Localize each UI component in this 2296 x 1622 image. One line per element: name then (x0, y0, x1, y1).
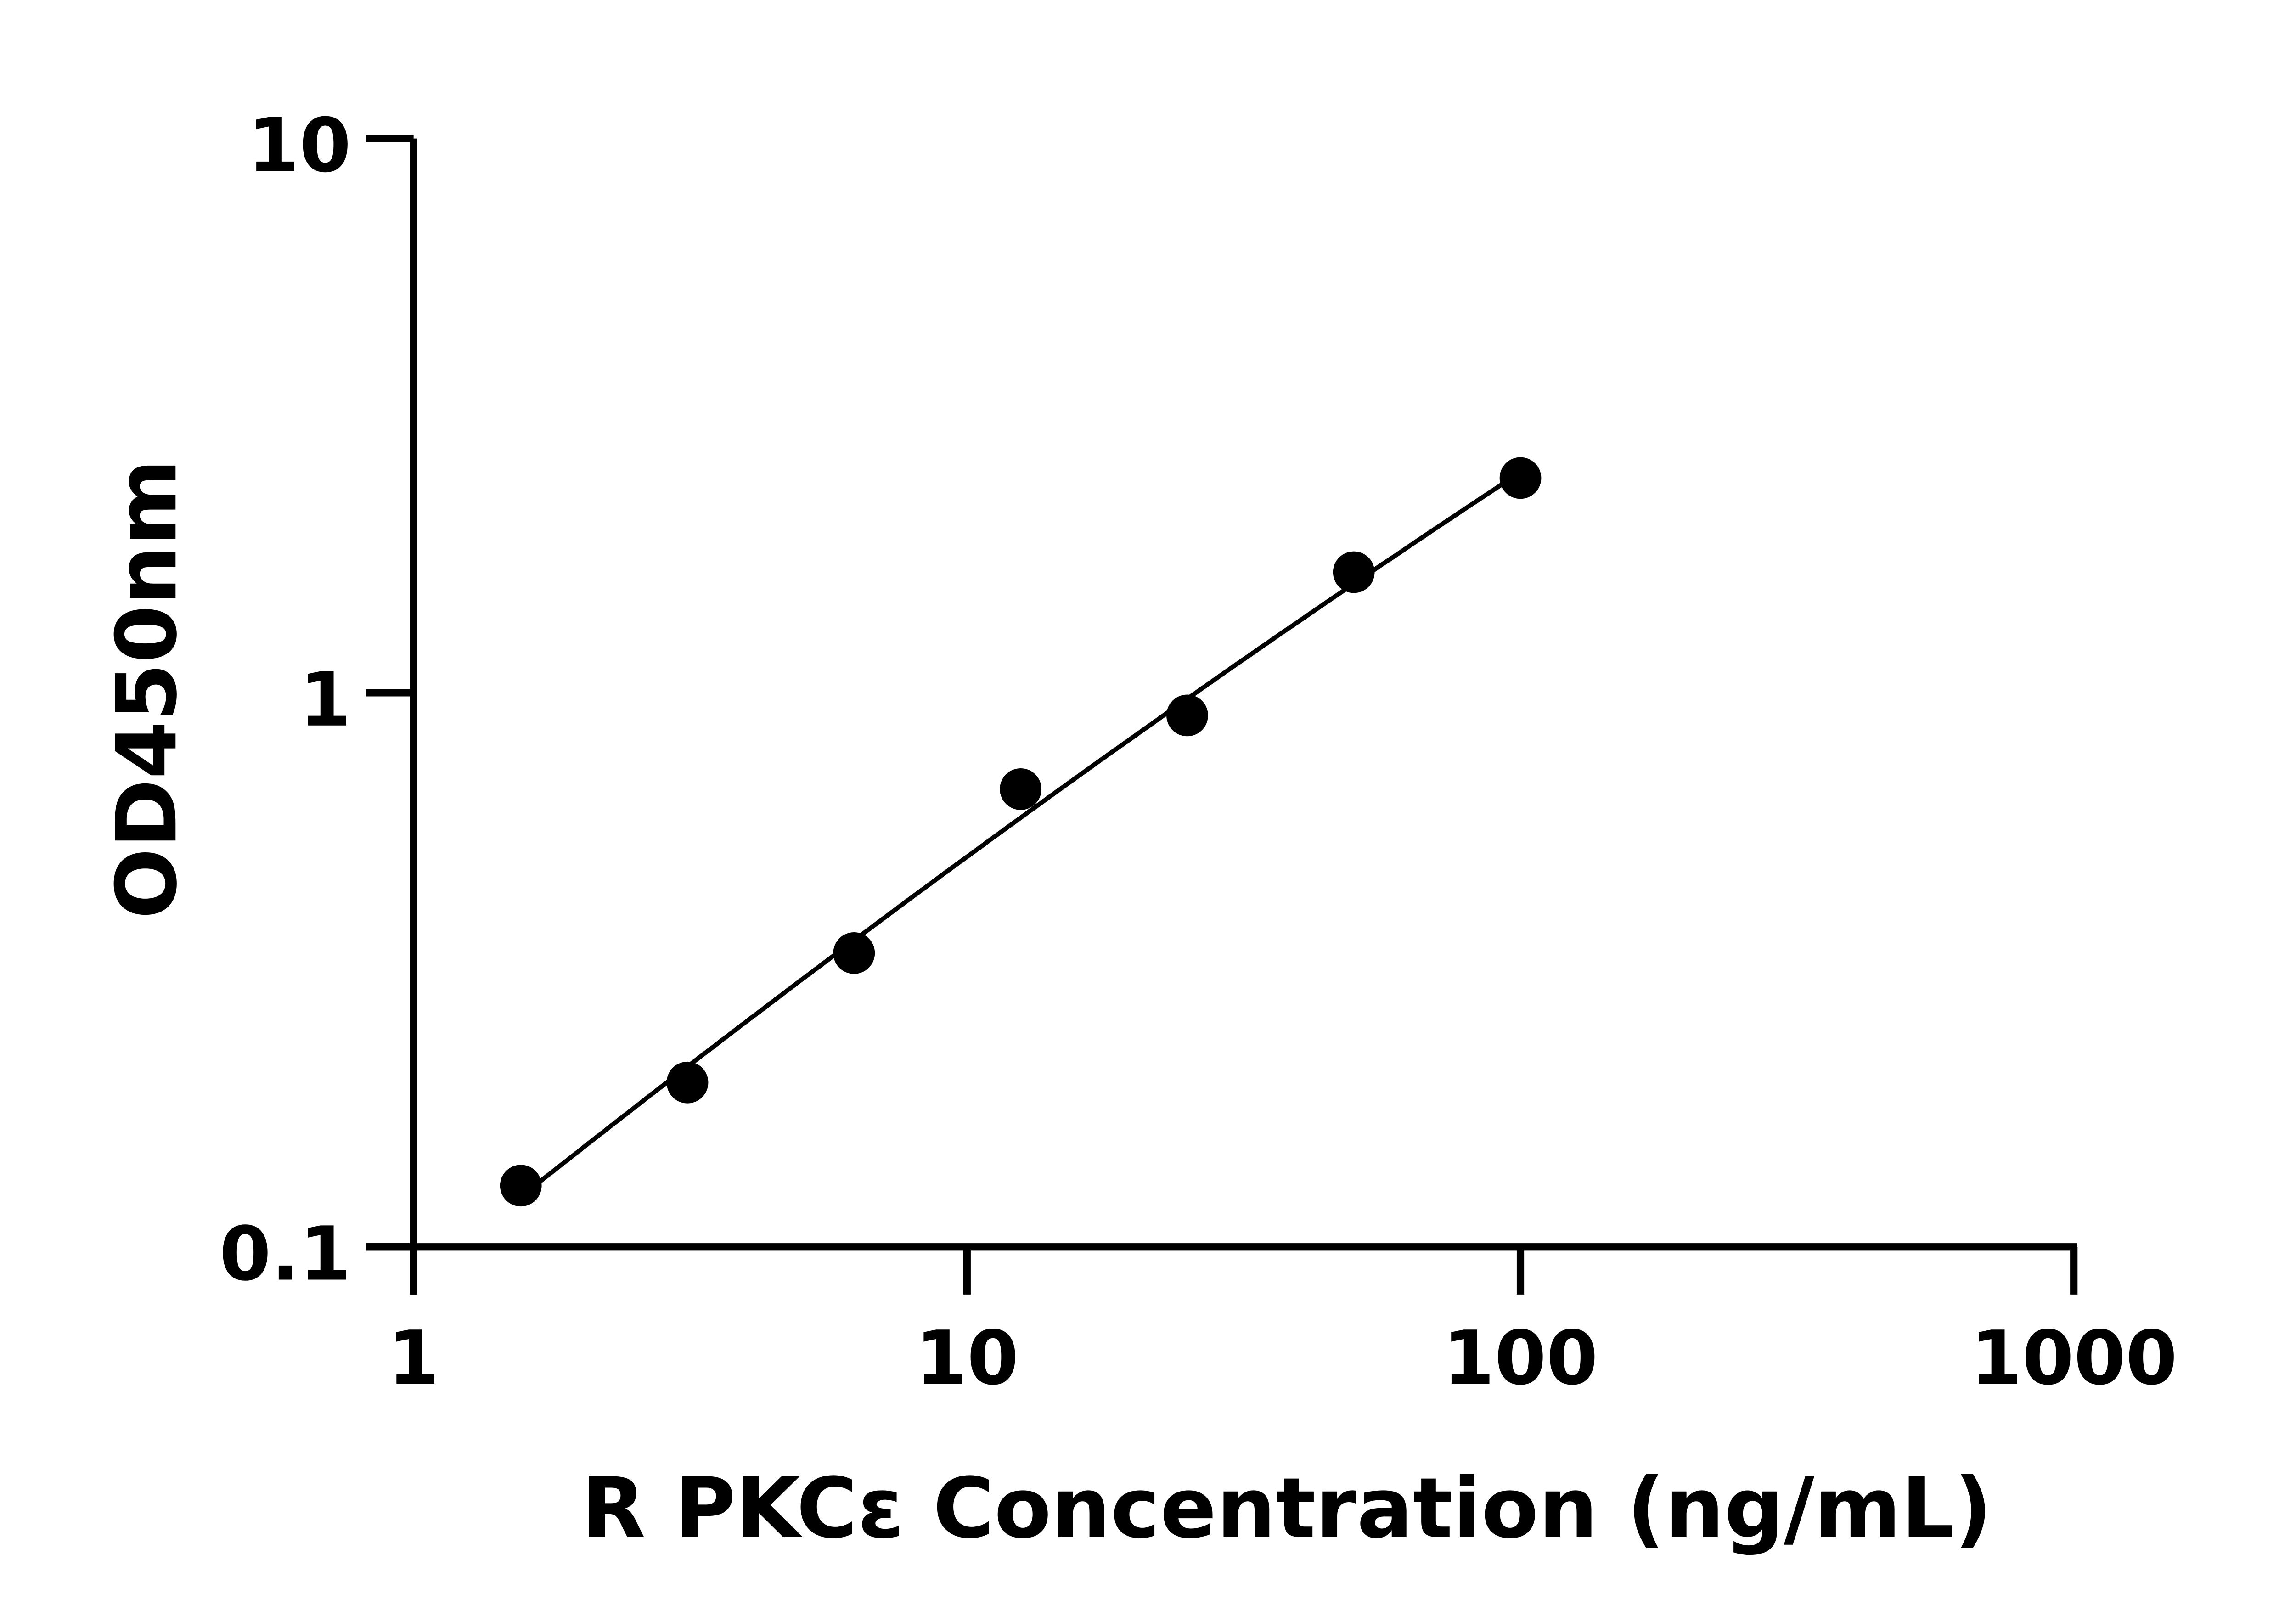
x-tick-label: 1000 (1970, 1315, 2178, 1402)
axes: 0.1 1 10 1 10 100 1000 (219, 103, 2178, 1402)
x-tick-label: 10 (915, 1315, 1019, 1402)
data-point (1000, 768, 1041, 810)
data-points (500, 457, 1542, 1207)
data-point (500, 1165, 542, 1207)
x-tick-label: 100 (1443, 1315, 1598, 1402)
y-axis-label: OD450nm (98, 459, 195, 919)
x-tick-label: 1 (388, 1315, 439, 1402)
y-tick-label: 0.1 (219, 1211, 351, 1298)
data-point (1166, 694, 1208, 737)
x-axis-label: R PKCε Concentration (ng/mL) (581, 1460, 1992, 1557)
data-point (833, 932, 875, 974)
data-point (1499, 457, 1542, 499)
y-tick-label: 10 (248, 103, 351, 189)
data-point (1333, 551, 1375, 593)
y-tick-label: 1 (299, 657, 351, 743)
data-point (666, 1061, 709, 1104)
